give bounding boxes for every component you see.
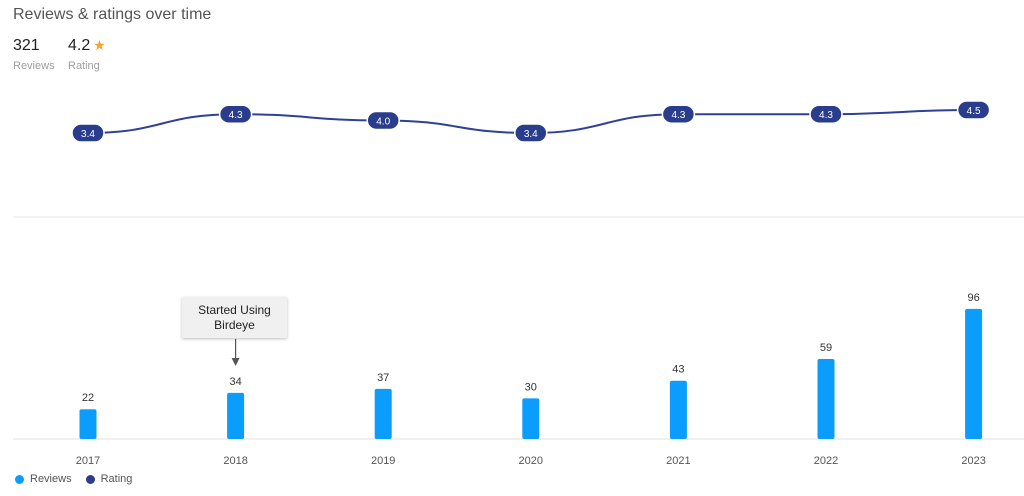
rating-value-label-2018: 4.3	[229, 110, 243, 121]
rating-value-label-2021: 4.3	[671, 110, 685, 121]
bar-2017	[79, 409, 97, 439]
rating-point-2021	[661, 104, 696, 124]
rating-point-2018	[218, 104, 253, 124]
reviews-stat: 321 Reviews	[13, 37, 55, 72]
x-tick-label-2019: 2019	[371, 455, 395, 467]
bar-2018	[227, 392, 245, 439]
legend-dot-rating	[85, 474, 95, 484]
bar-value-label-2022: 59	[820, 342, 832, 354]
rating-point-2017	[71, 123, 105, 143]
rating-point-2019	[366, 110, 400, 131]
legend-label-rating: Rating	[100, 473, 133, 485]
reviews-count: 321	[13, 37, 40, 54]
bar-value-label-2019: 37	[377, 372, 389, 384]
x-tick-label-2021: 2021	[666, 455, 690, 467]
chart-legend: Reviews Rating	[15, 473, 146, 485]
started-using-birdeye-annotation: Started Using Birdeye	[182, 297, 287, 338]
bar-value-label-2018: 34	[229, 376, 241, 388]
x-tick-label-2017: 2017	[76, 455, 100, 467]
rating-value-label-2023: 4.5	[967, 106, 981, 117]
bar-2022	[817, 359, 835, 439]
chart-title: Reviews & ratings over time	[13, 6, 212, 23]
bar-2020	[522, 398, 540, 439]
annotation-arrow-head	[231, 358, 240, 366]
legend-dot-reviews	[15, 474, 24, 484]
bar-value-label-2021: 43	[672, 364, 684, 376]
x-tick-label-2018: 2018	[223, 455, 247, 467]
bar-2021	[669, 380, 687, 439]
rating-value-label-2020: 3.4	[524, 129, 538, 140]
legend-label-reviews: Reviews	[30, 473, 72, 485]
star-icon: ★	[93, 37, 106, 53]
x-tick-label-2020: 2020	[519, 455, 543, 467]
rating-value-label-2022: 4.3	[819, 110, 833, 121]
rating-value-label-2019: 4.0	[376, 116, 390, 127]
bar-2019	[374, 388, 392, 439]
legend-item-reviews[interactable]: Reviews	[15, 473, 72, 485]
bar-2023	[965, 308, 983, 439]
legend-item-rating[interactable]: Rating	[85, 473, 133, 485]
rating-point-2022	[809, 104, 843, 124]
rating-value-label-2017: 3.4	[81, 129, 95, 140]
bar-value-label-2017: 22	[82, 392, 94, 404]
rating-stat: 4.2 ★ Rating	[68, 37, 106, 72]
rating-point-2020	[514, 123, 548, 143]
bar-value-label-2020: 30	[525, 381, 537, 393]
bar-value-label-2023: 96	[967, 292, 979, 304]
rating-value: 4.2	[68, 37, 91, 54]
x-tick-label-2023: 2023	[961, 455, 985, 467]
x-tick-label-2022: 2022	[814, 455, 838, 467]
reviews-label: Reviews	[13, 60, 55, 72]
rating-label: Rating	[68, 60, 100, 72]
rating-point-2023	[956, 100, 991, 120]
